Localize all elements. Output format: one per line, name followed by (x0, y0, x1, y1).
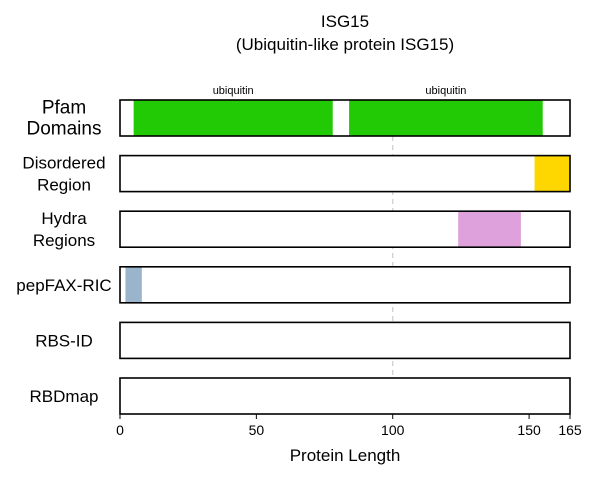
x-tick-label: 0 (116, 422, 124, 438)
track-background (120, 155, 570, 192)
track-1: Disordered Region (22, 154, 571, 195)
x-tick-label: 50 (249, 422, 265, 438)
track-border (119, 377, 571, 415)
feature-bar (133, 100, 333, 136)
track-label: RBDmap (30, 387, 99, 406)
track-border (119, 210, 571, 248)
track-background (120, 378, 570, 414)
x-tick-label: 165 (558, 422, 582, 438)
track-border (119, 321, 571, 360)
feature-label: ubiquitin (425, 85, 466, 97)
track-4: RBS-ID (35, 321, 571, 360)
feature-bar (349, 100, 543, 136)
track-label: Pfam (42, 98, 86, 119)
track-3: pepFAX-RIC (16, 265, 571, 304)
track-label: Domains (27, 119, 102, 140)
track-border (119, 265, 571, 304)
x-tick-label: 150 (517, 422, 541, 438)
x-axis-label: Protein Length (290, 446, 401, 465)
track-label: Region (37, 176, 91, 195)
chart-title: ISG15 (321, 12, 369, 31)
x-tick-label: 100 (381, 422, 405, 438)
feature-bar (534, 155, 570, 192)
track-label: Regions (33, 231, 95, 250)
feature-bar (125, 266, 142, 303)
track-5: RBDmap (30, 377, 571, 415)
chart-subtitle: (Ubiquitin-like protein ISG15) (236, 35, 454, 54)
track-2: Hydra Regions (33, 209, 571, 250)
track-label: pepFAX-RIC (16, 276, 111, 295)
track-label: RBS-ID (35, 331, 93, 350)
feature-label: ubiquitin (213, 85, 254, 97)
track-label: Disordered (22, 154, 105, 173)
track-label: Hydra (41, 209, 87, 228)
feature-bar (458, 211, 521, 248)
track-background (120, 266, 570, 303)
track-background (120, 322, 570, 359)
track-border (119, 154, 571, 193)
track-border (119, 99, 571, 137)
